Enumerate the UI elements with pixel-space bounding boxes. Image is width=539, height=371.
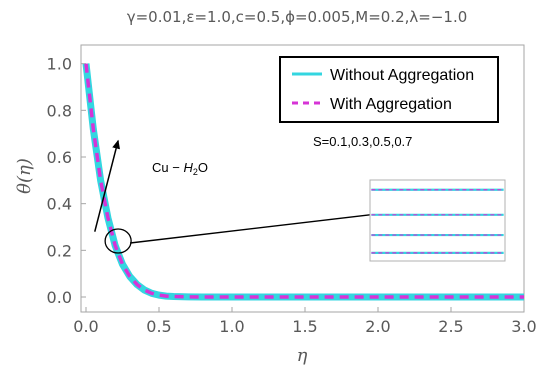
- zoom-connector: [130, 214, 371, 244]
- y-tick-label: 0.0: [47, 288, 72, 307]
- x-tick-label: 0.5: [146, 317, 171, 336]
- chart-title: γ=0.01,ε=1.0,c=0.5,ϕ=0.005,M=0.2,λ=−1.0: [127, 8, 468, 26]
- y-tick-label: 0.8: [47, 101, 72, 120]
- ticks-layer: 0.0 0.5 1.0 1.5 2.0 2.5 3.0 0.0 0.2 0.4 0.6 0.8 1.0: [47, 55, 537, 336]
- zoom-circle: [104, 228, 132, 254]
- trend-arrow: [94, 139, 121, 232]
- fluid-annotation: Cu − H2O: [152, 160, 208, 177]
- zoom-inset: [369, 179, 506, 262]
- x-tick-label: 1.5: [292, 317, 317, 336]
- legend-label-with: With Aggregation: [330, 96, 452, 113]
- legend: Without Aggregation With Aggregation: [279, 56, 499, 123]
- x-tick-label: 0.0: [73, 317, 98, 336]
- series-layer: [82, 63, 524, 301]
- y-tick-label: 0.2: [47, 241, 72, 260]
- series-line-0: [82, 63, 524, 301]
- s-values-annotation: S=0.1,0.3,0.5,0.7: [313, 134, 412, 149]
- legend-box: [279, 56, 499, 123]
- inset-lines: [371, 188, 504, 254]
- inset-frame: [369, 179, 506, 262]
- plot-frame: [80, 44, 525, 313]
- legend-label-without: Without Aggregation: [330, 67, 474, 84]
- x-tick-label: 1.0: [219, 317, 244, 336]
- y-axis-label: θ(η): [14, 158, 35, 194]
- x-tick-label: 3.0: [511, 317, 536, 336]
- x-tick-label: 2.5: [438, 317, 463, 336]
- y-tick-label: 1.0: [47, 55, 72, 74]
- x-tick-label: 2.0: [365, 317, 390, 336]
- y-tick-label: 0.4: [47, 195, 72, 214]
- y-tick-label: 0.6: [47, 148, 72, 167]
- x-axis-label: η: [297, 345, 308, 366]
